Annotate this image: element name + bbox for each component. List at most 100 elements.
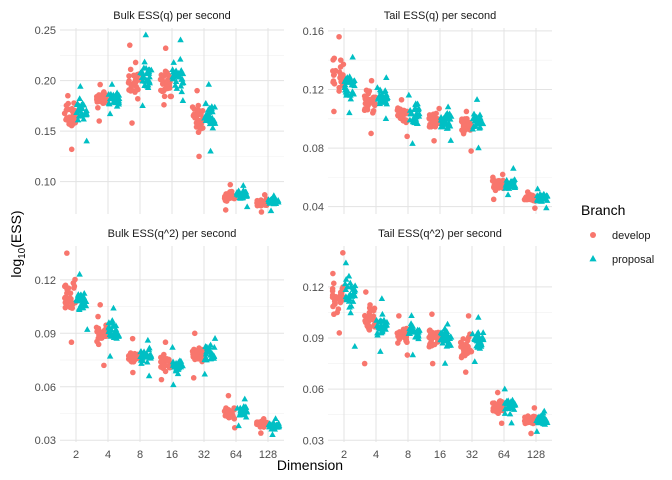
- y-tick-label: 0.12: [303, 282, 324, 294]
- data-point-proposal: [76, 95, 83, 101]
- data-point-proposal: [474, 117, 482, 124]
- data-point-develop: [161, 102, 167, 108]
- y-axis-title: log10(ESS): [8, 210, 28, 277]
- data-point-develop: [330, 280, 337, 287]
- data-point-proposal: [140, 353, 147, 360]
- data-point-proposal: [351, 342, 359, 349]
- data-point-proposal: [379, 310, 386, 317]
- data-point-develop: [366, 88, 373, 94]
- data-point-proposal: [115, 100, 123, 107]
- data-point-proposal: [139, 77, 146, 84]
- legend-label-proposal: proposal: [612, 254, 654, 266]
- data-point-develop: [362, 317, 368, 324]
- data-point-proposal: [412, 104, 419, 111]
- data-point-develop: [126, 73, 132, 79]
- data-point-develop: [333, 293, 339, 300]
- data-point-develop: [468, 148, 474, 154]
- data-point-develop: [95, 313, 101, 320]
- data-point-develop: [371, 102, 378, 109]
- y-tick-label: 0.03: [35, 435, 56, 447]
- legend-title: Branch: [581, 202, 625, 218]
- x-tick-label: 128: [259, 449, 277, 461]
- data-point-develop: [65, 92, 71, 99]
- data-point-proposal: [378, 295, 386, 301]
- y-tick-label: 0.04: [303, 202, 324, 214]
- data-point-proposal: [178, 88, 185, 95]
- data-point-develop: [129, 120, 135, 126]
- data-point-proposal: [474, 120, 481, 127]
- data-point-proposal: [147, 351, 154, 358]
- data-point-proposal: [381, 87, 389, 94]
- data-point-develop: [68, 304, 75, 311]
- data-point-proposal: [341, 280, 349, 287]
- data-point-proposal: [443, 120, 450, 127]
- data-point-proposal: [543, 197, 551, 203]
- data-point-develop: [330, 270, 336, 277]
- data-point-develop: [426, 115, 432, 122]
- data-point-proposal: [110, 91, 117, 98]
- data-point-develop: [367, 302, 373, 308]
- data-point-proposal: [510, 164, 517, 171]
- y-tick-label: 0.03: [303, 435, 324, 447]
- data-point-develop: [431, 137, 437, 144]
- data-point-develop: [68, 122, 75, 129]
- data-point-proposal: [506, 410, 514, 417]
- data-point-proposal: [208, 105, 216, 112]
- data-point-develop: [331, 108, 337, 115]
- data-point-develop: [530, 413, 537, 420]
- data-point-develop: [225, 392, 232, 399]
- legend-key-proposal: [589, 255, 597, 262]
- data-point-develop: [430, 115, 437, 122]
- data-point-develop: [95, 104, 101, 111]
- data-point-proposal: [76, 270, 83, 277]
- data-point-develop: [130, 351, 136, 358]
- data-point-proposal: [204, 113, 212, 119]
- data-point-develop: [65, 115, 72, 121]
- data-point-proposal: [349, 298, 357, 304]
- data-point-proposal: [539, 414, 546, 421]
- data-point-proposal: [511, 184, 519, 190]
- data-point-proposal: [175, 358, 183, 365]
- data-point-develop: [100, 95, 107, 102]
- data-point-develop: [497, 398, 503, 404]
- legend-entry-proposal: proposal: [589, 254, 654, 266]
- data-point-proposal: [510, 406, 518, 412]
- x-tick-label: 32: [198, 449, 210, 461]
- data-point-proposal: [474, 344, 481, 350]
- data-point-develop: [131, 79, 138, 86]
- data-point-develop: [429, 311, 435, 317]
- data-point-proposal: [439, 339, 446, 346]
- data-point-proposal: [211, 103, 218, 110]
- data-point-develop: [527, 193, 534, 199]
- data-point-develop: [499, 171, 506, 178]
- data-point-proposal: [80, 115, 87, 122]
- data-point-proposal: [377, 348, 384, 354]
- x-tick-label: 64: [230, 449, 242, 461]
- data-point-develop: [368, 130, 374, 137]
- data-point-proposal: [438, 336, 446, 343]
- data-point-proposal: [209, 354, 216, 361]
- data-point-develop: [498, 407, 505, 414]
- data-point-proposal: [501, 385, 508, 392]
- data-point-develop: [429, 342, 435, 349]
- data-point-develop: [194, 87, 200, 94]
- data-point-develop: [258, 430, 264, 436]
- data-point-develop: [368, 77, 375, 84]
- data-point-develop: [161, 362, 167, 369]
- data-point-proposal: [409, 322, 417, 329]
- data-point-develop: [130, 369, 136, 376]
- data-point-proposal: [479, 120, 487, 127]
- data-point-develop: [126, 87, 132, 93]
- facet-panel: Bulk ESS(q^2) per second 0.03 0.06 0.09 0.12…: [35, 228, 284, 461]
- data-point-develop: [371, 305, 378, 312]
- data-point-develop: [158, 376, 165, 383]
- data-point-develop: [97, 302, 104, 308]
- data-point-proposal: [179, 97, 187, 103]
- data-point-proposal: [375, 93, 383, 99]
- y-axis-title-rest: (ESS): [8, 210, 24, 247]
- data-point-develop: [158, 354, 164, 361]
- data-point-proposal: [209, 124, 217, 131]
- data-point-proposal: [543, 416, 550, 423]
- data-point-proposal: [380, 323, 387, 330]
- data-point-develop: [196, 153, 202, 160]
